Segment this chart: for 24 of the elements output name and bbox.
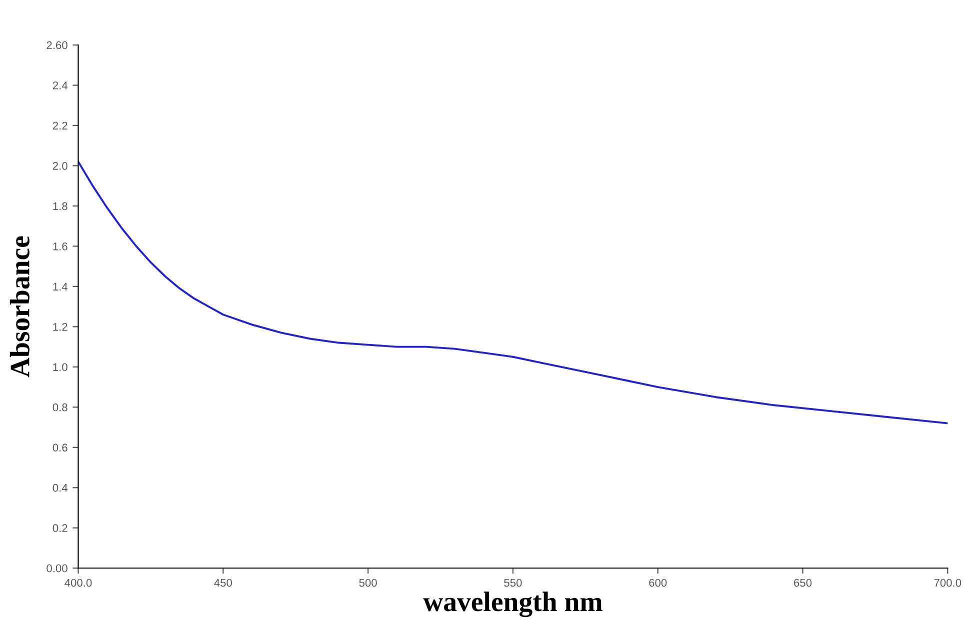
y-tick-label: 1.4 [53, 282, 68, 290]
y-tick-label: 2.4 [52, 82, 68, 90]
y-tick-label: 0.00 [46, 564, 68, 572]
x-tick-label: 400.0 [64, 578, 92, 587]
x-axis-title: wavelength nm [423, 592, 602, 618]
y-tick-label: 0.6 [52, 444, 68, 452]
y-tick-label: 2.2 [52, 122, 68, 130]
y-tick-label: 0.8 [52, 403, 68, 412]
y-tick-label: 1.0 [53, 363, 68, 372]
line-series [78, 160, 948, 424]
y-tick-label: 1.6 [53, 242, 68, 250]
y-tick-label: 2.0 [52, 162, 68, 170]
x-tick-label: 550 [504, 578, 522, 587]
y-tick-label: 0.2 [52, 524, 68, 532]
x-tick-label: 600 [649, 578, 667, 587]
y-tick-label: 2.60 [46, 41, 68, 50]
y-axis-title: Absorbance [10, 236, 30, 378]
x-tick-label: 450 [214, 578, 232, 587]
x-tick-label: 500 [359, 578, 377, 587]
x-tick-label: 650 [794, 578, 812, 587]
y-tick-label: 1.2 [53, 322, 68, 331]
y-tick-label: 0.4 [52, 484, 68, 492]
y-tick-label: 1.8 [53, 202, 68, 210]
x-tick-label: 700.0 [934, 578, 962, 587]
